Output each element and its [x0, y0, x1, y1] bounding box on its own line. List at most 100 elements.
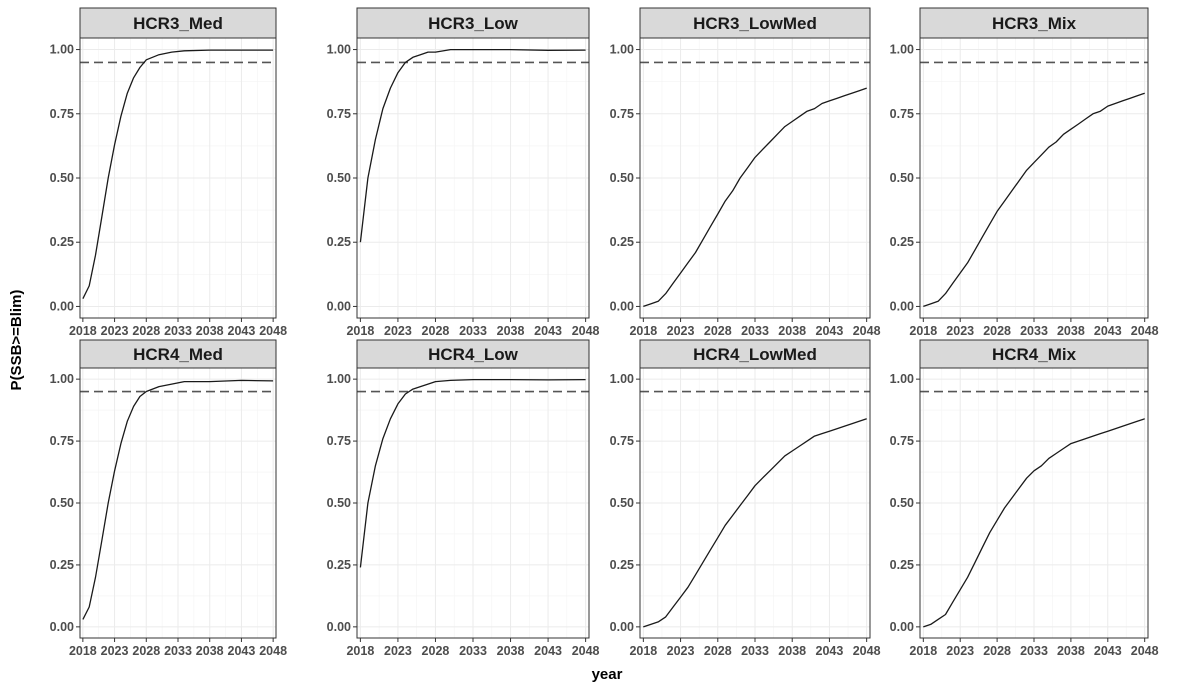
x-tick-label: 2033 — [1020, 644, 1048, 658]
x-tick-label: 2023 — [667, 644, 695, 658]
series-line — [643, 87, 867, 308]
strip-background — [356, 7, 590, 39]
y-tick-label: 0.75 — [327, 107, 351, 121]
x-tick-label: 2018 — [629, 644, 657, 658]
strip-background — [79, 339, 277, 369]
x-tick-label: 2043 — [1094, 644, 1122, 658]
panel-hcr3-low: HCR3_Low 0.00 0.25 0.50 0.75 1.00 2018 2023 2028… — [327, 7, 600, 338]
y-tick-label: 1.00 — [610, 43, 634, 57]
y-tick-label: 0.75 — [610, 434, 634, 448]
x-tick-label: 2023 — [667, 324, 695, 338]
y-tick-label: 0.50 — [327, 496, 351, 510]
y-tick-label: 0.50 — [890, 171, 914, 185]
x-tick-label: 2023 — [946, 644, 974, 658]
panel-title: HCR4_LowMed — [693, 345, 817, 364]
x-tick-label: 2043 — [534, 644, 562, 658]
y-tick-label: 1.00 — [890, 372, 914, 386]
x-tick-label: 2023 — [101, 324, 129, 338]
y-tick-label: 0.00 — [890, 620, 914, 634]
strip-background — [79, 7, 277, 39]
x-tick-label: 2028 — [704, 324, 732, 338]
y-tick-label: 1.00 — [50, 372, 74, 386]
y-tick-label: 0.50 — [50, 496, 74, 510]
panel-title: HCR4_Mix — [992, 345, 1077, 364]
y-tick-label: 0.25 — [50, 235, 74, 249]
y-tick-label: 1.00 — [890, 43, 914, 57]
x-tick-label: 2048 — [572, 324, 600, 338]
x-tick-label: 2048 — [853, 644, 881, 658]
y-tick-label: 0.00 — [327, 620, 351, 634]
x-tick-label: 2038 — [1057, 324, 1085, 338]
panel-hcr4-mix: HCR4_Mix 0.00 0.25 0.50 0.75 1.00 2018 2023 2028… — [890, 339, 1159, 658]
y-tick-label: 0.00 — [610, 620, 634, 634]
y-tick-label: 0.50 — [610, 496, 634, 510]
x-tick-label: 2038 — [196, 644, 224, 658]
x-tick-label: 2028 — [704, 644, 732, 658]
y-tick-label: 0.75 — [610, 107, 634, 121]
y-tick-label: 1.00 — [327, 372, 351, 386]
panel-title: HCR4_Low — [428, 345, 519, 364]
x-tick-label: 2028 — [983, 644, 1011, 658]
x-tick-label: 2038 — [1057, 644, 1085, 658]
panel-hcr3-lowmed: HCR3_LowMed 0.00 0.25 0.50 0.75 1.00 2018 2023 2… — [610, 7, 881, 338]
y-tick-label: 0.50 — [890, 496, 914, 510]
x-tick-label: 2033 — [164, 324, 192, 338]
x-tick-label: 2018 — [909, 324, 937, 338]
strip-background — [919, 339, 1149, 369]
panel-hcr4-med: HCR4_Med 0.00 0.25 0.50 0.75 1.00 2018 2023 2028… — [50, 339, 287, 658]
x-tick-label: 2018 — [346, 324, 374, 338]
x-tick-label: 2033 — [741, 644, 769, 658]
y-tick-label: 0.50 — [50, 171, 74, 185]
y-tick-label: 1.00 — [50, 43, 74, 57]
y-tick-label: 0.25 — [610, 558, 634, 572]
strip-background — [356, 339, 590, 369]
x-tick-label: 2033 — [164, 644, 192, 658]
x-tick-label: 2028 — [132, 324, 160, 338]
x-tick-label: 2023 — [384, 324, 412, 338]
x-tick-label: 2048 — [853, 324, 881, 338]
x-tick-label: 2018 — [629, 324, 657, 338]
y-tick-label: 0.00 — [610, 299, 634, 313]
x-tick-label: 2028 — [422, 644, 450, 658]
x-axis-title: year — [592, 666, 623, 682]
x-tick-label: 2033 — [741, 324, 769, 338]
x-tick-label: 2018 — [69, 324, 97, 338]
y-tick-label: 0.25 — [50, 558, 74, 572]
x-tick-label: 2048 — [259, 324, 287, 338]
y-tick-label: 0.75 — [890, 434, 914, 448]
x-tick-label: 2043 — [534, 324, 562, 338]
panel-title: HCR3_Mix — [992, 14, 1077, 33]
x-tick-label: 2033 — [459, 324, 487, 338]
panel-title: HCR3_Med — [133, 14, 223, 33]
y-tick-label: 0.75 — [890, 107, 914, 121]
series-line — [359, 378, 586, 568]
x-tick-label: 2043 — [816, 324, 844, 338]
x-tick-label: 2018 — [346, 644, 374, 658]
y-tick-label: 0.00 — [890, 299, 914, 313]
x-tick-label: 2043 — [228, 324, 256, 338]
y-tick-label: 0.75 — [50, 434, 74, 448]
x-tick-label: 2043 — [228, 644, 256, 658]
y-tick-label: 0.25 — [327, 558, 351, 572]
x-tick-label: 2048 — [259, 644, 287, 658]
series-line — [82, 49, 274, 299]
x-tick-label: 2018 — [69, 644, 97, 658]
series-line — [923, 92, 1145, 308]
y-tick-label: 0.50 — [327, 171, 351, 185]
x-tick-label: 2033 — [1020, 324, 1048, 338]
x-tick-label: 2038 — [196, 324, 224, 338]
y-tick-label: 0.25 — [890, 235, 914, 249]
y-tick-label: 0.25 — [327, 235, 351, 249]
series-line — [359, 48, 586, 243]
x-tick-label: 2038 — [497, 324, 525, 338]
panel-hcr4-lowmed: HCR4_LowMed 0.00 0.25 0.50 0.75 1.00 2018 2023 2… — [610, 339, 881, 658]
x-tick-label: 2023 — [384, 644, 412, 658]
x-tick-label: 2043 — [816, 644, 844, 658]
y-tick-label: 0.00 — [50, 299, 74, 313]
x-tick-label: 2038 — [778, 324, 806, 338]
panel-hcr4-low: HCR4_Low 0.00 0.25 0.50 0.75 1.00 2018 2023 2028… — [327, 339, 600, 658]
y-tick-label: 0.75 — [50, 107, 74, 121]
series-line — [643, 418, 867, 628]
panel-title: HCR4_Med — [133, 345, 223, 364]
